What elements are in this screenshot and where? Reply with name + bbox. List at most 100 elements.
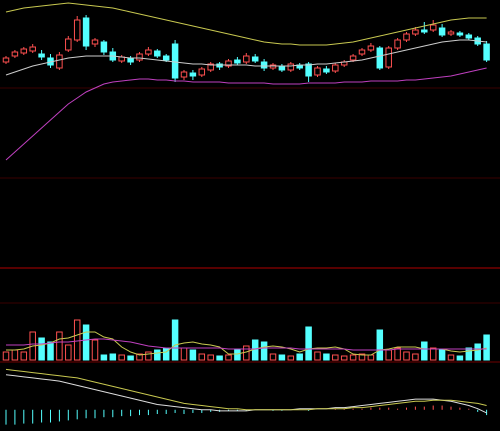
indicator-line xyxy=(5,39,487,76)
candle-body xyxy=(2,57,10,63)
volume-bar xyxy=(287,355,295,361)
volume-bar xyxy=(403,351,410,361)
volume-bar xyxy=(456,355,464,361)
candle-body xyxy=(429,24,437,31)
volume-bar xyxy=(314,351,321,361)
candle-body xyxy=(251,56,259,62)
volume-bar xyxy=(56,331,63,361)
candle-body xyxy=(358,49,366,55)
volume-bar xyxy=(171,319,179,361)
candle-body xyxy=(456,32,464,36)
indicator-line xyxy=(5,374,487,414)
indicator-line xyxy=(5,368,487,411)
candle-body xyxy=(305,63,312,77)
candle-body xyxy=(189,72,197,77)
volume-bar xyxy=(162,347,170,361)
volume-bar xyxy=(278,354,286,361)
candle-body xyxy=(154,50,161,57)
candle-body xyxy=(162,55,170,61)
candle-body xyxy=(278,65,286,71)
volume-bar xyxy=(376,329,384,361)
volume-bar xyxy=(82,324,90,361)
volume-bar xyxy=(358,353,366,361)
candle-body xyxy=(127,57,134,63)
volume-bar xyxy=(269,353,277,361)
candle-body xyxy=(447,31,455,35)
volume-bar xyxy=(438,349,446,361)
candle-body xyxy=(314,67,321,76)
volume-bar xyxy=(198,353,206,361)
candle-body xyxy=(421,29,428,33)
volume-bar xyxy=(118,354,125,361)
volume-bar xyxy=(20,351,28,361)
candle-body xyxy=(207,63,214,71)
candle-body xyxy=(180,71,188,78)
volume-bar xyxy=(189,349,197,361)
candle-body xyxy=(438,27,446,36)
candle-body xyxy=(394,39,401,49)
candle-body xyxy=(91,39,99,45)
volume-bar xyxy=(207,354,214,361)
candle-body xyxy=(20,48,28,54)
volume-bar xyxy=(145,351,152,361)
candle-body xyxy=(465,34,473,39)
indicator-line xyxy=(5,67,487,161)
volume-bar xyxy=(465,347,473,361)
volume-bar xyxy=(474,343,481,361)
candle-body xyxy=(367,45,375,51)
volume-bar xyxy=(260,341,268,361)
indicator-line xyxy=(5,2,487,46)
volume-bar xyxy=(447,354,455,361)
volume-bar xyxy=(429,347,437,361)
volume-bar xyxy=(483,334,490,361)
candle-body xyxy=(38,53,45,58)
candle-body xyxy=(82,17,90,47)
candle-body xyxy=(349,55,357,61)
volume-bar xyxy=(2,351,10,361)
candle-body xyxy=(234,59,241,64)
candle-body xyxy=(100,41,108,53)
volume-bar xyxy=(394,347,401,361)
candle-body xyxy=(56,54,63,69)
volume-bar xyxy=(47,341,54,361)
candle-body xyxy=(145,49,152,55)
candle-body xyxy=(403,33,410,41)
candle-body xyxy=(11,51,19,57)
volume-bar xyxy=(127,355,134,361)
volume-bar xyxy=(216,355,223,361)
volume-bar xyxy=(225,354,232,361)
candle-body xyxy=(136,53,143,61)
candle-body xyxy=(385,47,392,68)
volume-bar xyxy=(412,353,419,361)
volume-bar xyxy=(65,344,72,361)
volume-bar xyxy=(234,349,241,361)
indicator-line xyxy=(6,338,487,351)
candle-body xyxy=(323,68,330,73)
candle-body xyxy=(29,46,36,52)
candle-body xyxy=(287,63,295,71)
volume-bar xyxy=(305,326,312,361)
volume-bar xyxy=(421,341,428,361)
volume-bar xyxy=(100,354,108,361)
candle-body xyxy=(225,60,232,67)
candle-body xyxy=(260,61,268,69)
candle-body xyxy=(412,29,419,35)
volume-bar xyxy=(136,353,143,361)
candle-body xyxy=(376,47,384,69)
volume-bar xyxy=(296,353,303,361)
candle-body xyxy=(332,64,339,72)
volume-bar xyxy=(91,339,99,361)
volume-bar xyxy=(38,337,45,361)
candle-body xyxy=(73,19,81,41)
candle-body xyxy=(171,43,179,79)
volume-bar xyxy=(154,349,161,361)
candle-body xyxy=(483,43,490,61)
candle-body xyxy=(65,38,72,51)
volume-bar xyxy=(73,319,81,361)
volume-bar xyxy=(349,354,357,361)
volume-bar xyxy=(332,354,339,361)
candle-body xyxy=(198,68,206,76)
volume-bar xyxy=(340,355,348,361)
